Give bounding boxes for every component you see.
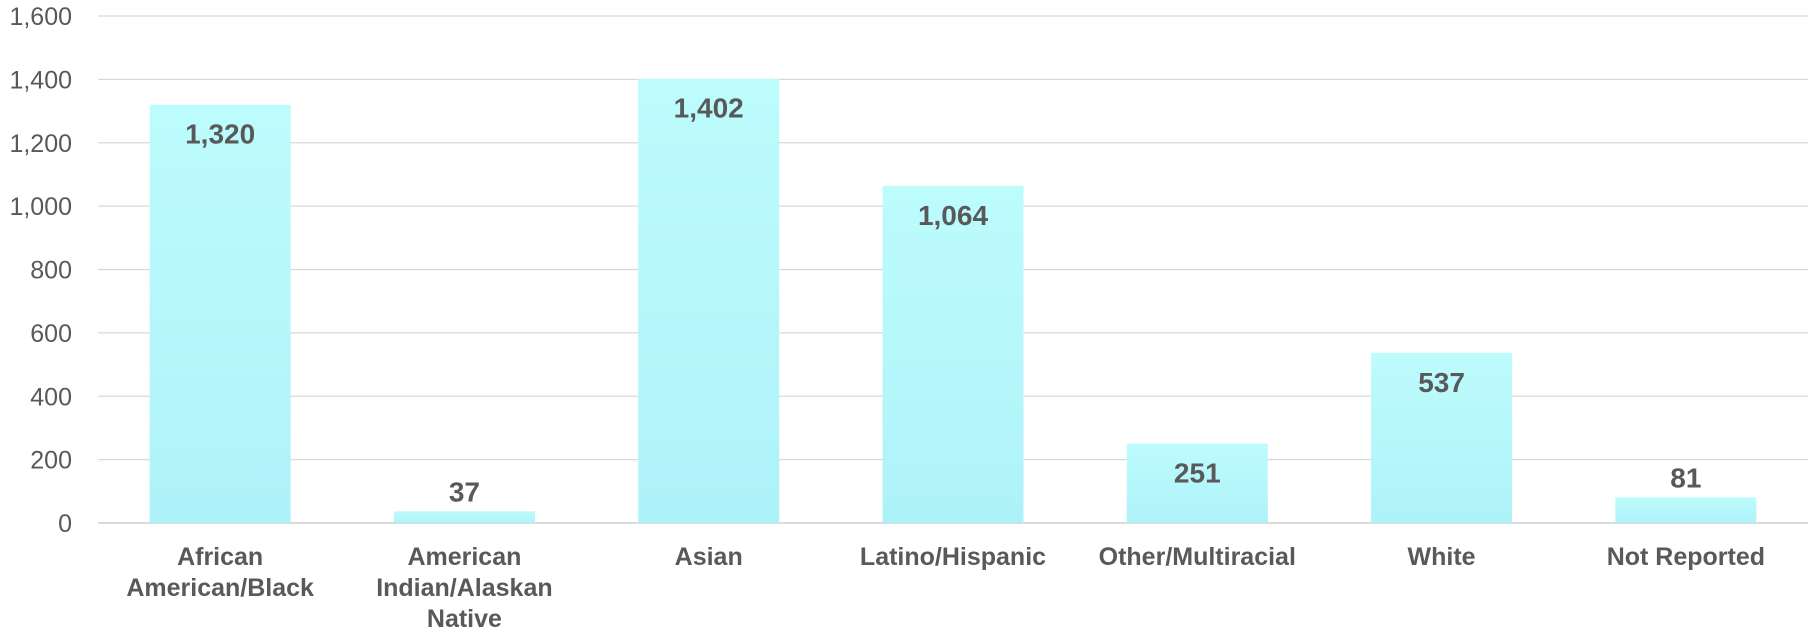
data-label: 1,064: [918, 200, 988, 231]
y-tick-label: 1,200: [9, 130, 72, 158]
y-tick-label: 0: [58, 510, 72, 538]
data-labels: 1,320 37 1,402 1,064 251 537 81: [185, 93, 1701, 508]
data-label: 1,320: [185, 119, 255, 150]
data-label: 37: [449, 476, 480, 507]
x-tick-label: Latino/Hispanic: [860, 543, 1046, 571]
y-tick-label: 1,000: [9, 193, 72, 221]
y-tick-label: 1,600: [9, 3, 72, 31]
x-tick-label: American Indian/Alaskan Native: [376, 543, 552, 633]
y-tick-label: 200: [30, 447, 72, 475]
bar: [638, 78, 780, 524]
x-tick-label: Not Reported: [1607, 543, 1765, 571]
bar: [1615, 497, 1757, 523]
y-tick-label: 1,400: [9, 66, 72, 94]
bar: [1371, 352, 1513, 523]
x-tick-label: Other/Multiracial: [1099, 543, 1296, 571]
x-tick-label: African American/Black: [126, 543, 314, 602]
data-label: 81: [1670, 462, 1701, 493]
y-axis: 0 200 400 600 800 1,000 1,200 1,400 1,600: [9, 3, 72, 538]
data-label: 537: [1418, 367, 1465, 398]
y-tick-label: 600: [30, 320, 72, 348]
x-tick-label: White: [1408, 543, 1476, 571]
y-tick-label: 400: [30, 383, 72, 411]
bar: [149, 104, 291, 523]
data-label: 251: [1174, 457, 1221, 488]
data-label: 1,402: [674, 93, 744, 124]
y-tick-label: 800: [30, 257, 72, 285]
x-axis: African American/Black American Indian/Alas…: [126, 543, 1765, 633]
x-tick-label: Asian: [675, 543, 743, 571]
bar: [393, 511, 535, 523]
bar: [1126, 443, 1268, 523]
bar: [882, 185, 1024, 523]
bars: [149, 78, 1757, 524]
